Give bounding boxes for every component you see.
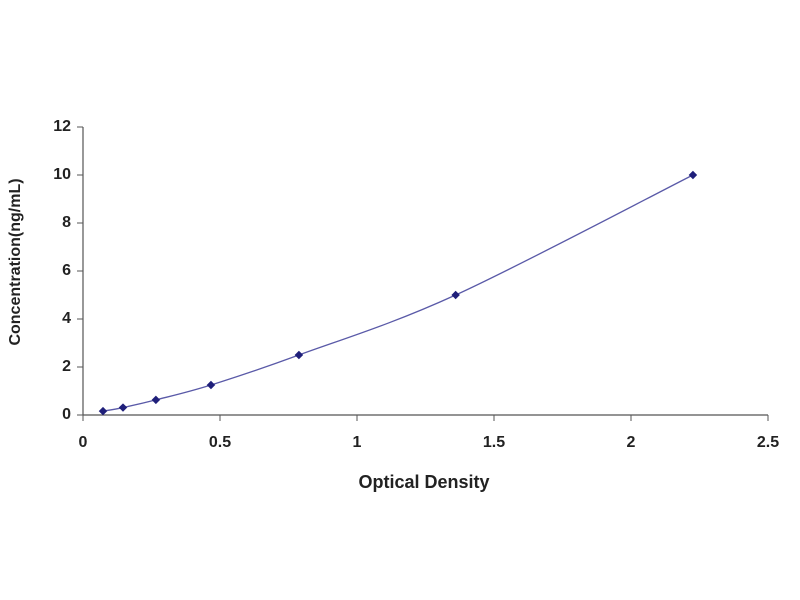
- x-axis-label: Optical Density: [358, 472, 489, 492]
- y-tick-label: 12: [53, 118, 71, 135]
- y-tick-label: 4: [62, 310, 71, 327]
- point: [206, 380, 216, 390]
- fit-curve: [102, 174, 694, 412]
- x-tick-label: 0: [79, 434, 88, 451]
- point: [118, 403, 128, 412]
- y-tick-label: 6: [62, 262, 71, 279]
- y-axis-label: Concentration(ng/mL): [7, 178, 24, 345]
- point: [151, 395, 161, 405]
- y-tick-label: 0: [62, 406, 71, 423]
- y-tick-label: 8: [62, 214, 71, 231]
- x-tick-label: 2: [627, 434, 636, 451]
- x-tick-label: 1.5: [483, 434, 505, 451]
- point: [98, 406, 108, 416]
- point: [294, 350, 304, 360]
- y-tick-label: 2: [62, 358, 71, 375]
- x-tick-label: 0.5: [209, 434, 231, 451]
- x-tick-label: 2.5: [757, 434, 779, 451]
- x-tick-label: 1: [353, 434, 362, 451]
- point: [451, 290, 460, 300]
- y-tick-label: 10: [53, 166, 71, 183]
- point: [688, 170, 698, 180]
